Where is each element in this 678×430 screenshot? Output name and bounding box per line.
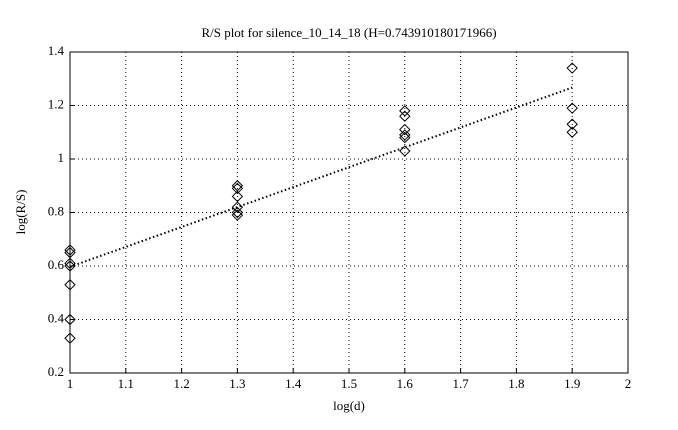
diamond-marker [399,129,411,141]
diamond-marker [64,279,76,291]
y-tick-label: 0.4 [48,310,65,325]
diamond-marker [399,123,411,136]
x-tick-label: 1.8 [508,376,524,391]
x-axis-label: log(d) [333,398,365,413]
diamond-marker [399,131,411,144]
diamond-marker [566,102,578,114]
diamond-marker [64,257,76,270]
x-tick-label: 1.4 [285,376,302,391]
fit-line [69,86,573,268]
y-tick-label: 1.2 [48,96,64,111]
x-tick-label: 1.6 [397,376,414,391]
diamond-marker [399,110,411,122]
x-tick-label: 1.9 [564,376,580,391]
diamond-marker [64,313,76,326]
x-tick-label: 2 [625,376,632,391]
diamond-marker [399,105,411,117]
diamond-marker [399,145,411,157]
y-tick-label: 0.2 [48,364,64,379]
y-axis-label: log(R/S) [13,190,28,235]
x-tick-label: 1.3 [229,376,245,391]
diamond-marker [64,244,76,256]
x-tick-label: 1 [67,376,74,391]
diamond-marker [64,260,76,272]
y-tick-label: 0.8 [48,203,64,218]
diamond-marker [231,201,244,213]
diamond-marker [231,182,244,195]
x-tick-label: 1.7 [452,376,469,391]
plot-frame [69,51,629,374]
diamond-marker [231,209,244,221]
diamond-marker [566,62,578,74]
diamond-marker [566,118,578,130]
y-tick-label: 1.4 [48,43,65,58]
diamond-marker [64,332,76,344]
diamond-marker [566,126,578,138]
diamond-marker [231,206,244,219]
x-tick-label: 1.5 [341,376,357,391]
y-tick-label: 0.6 [48,257,65,272]
x-tick-label: 1.2 [173,376,189,391]
chart-title: R/S plot for silence_10_14_18 (H=0.74391… [201,25,496,40]
x-tick-label: 1.1 [118,376,134,391]
y-tick-label: 1 [58,150,65,165]
